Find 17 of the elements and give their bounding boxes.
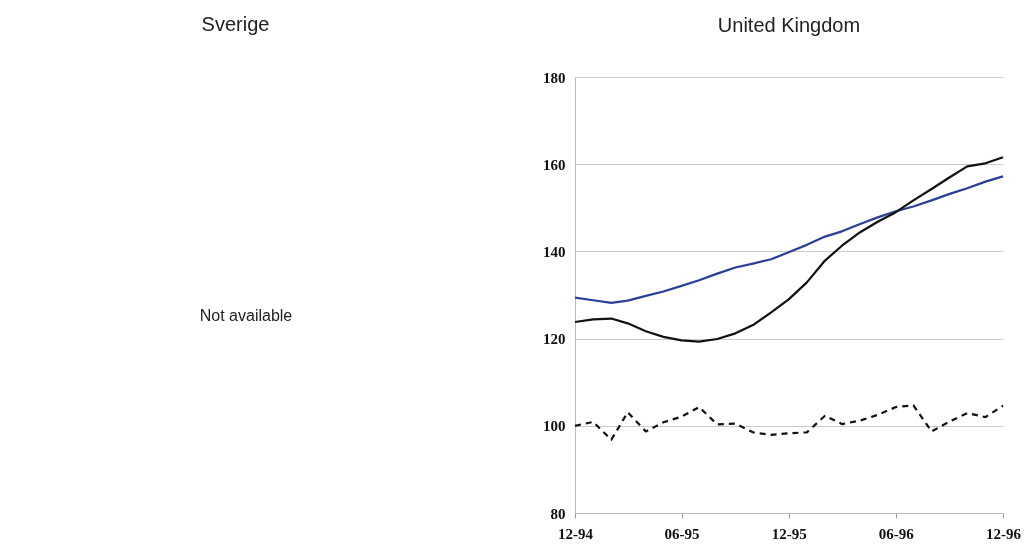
line-series: [573, 156, 1005, 343]
chart-title: United Kingdom: [717, 14, 861, 36]
text: Sverige: [201, 13, 270, 35]
y-tick-label: 100: [543, 418, 566, 435]
y-tick-label: 140: [543, 243, 566, 260]
text: Not available: [199, 307, 293, 324]
line-series: [573, 404, 1005, 441]
x-tick-label: 06-96: [878, 525, 915, 542]
x-tick-label: 06-95: [664, 525, 700, 542]
y-tick-label: 180: [543, 69, 566, 86]
line-series: [573, 175, 1005, 304]
x-tick-label: 12-94: [558, 525, 594, 542]
y-tick-label: 120: [543, 331, 566, 348]
y-tick-label: 80: [550, 505, 566, 522]
x-tick-label: 12-96: [986, 525, 1022, 542]
y-tick-label: 160: [543, 156, 566, 173]
x-tick-label: 12-95: [771, 525, 807, 542]
